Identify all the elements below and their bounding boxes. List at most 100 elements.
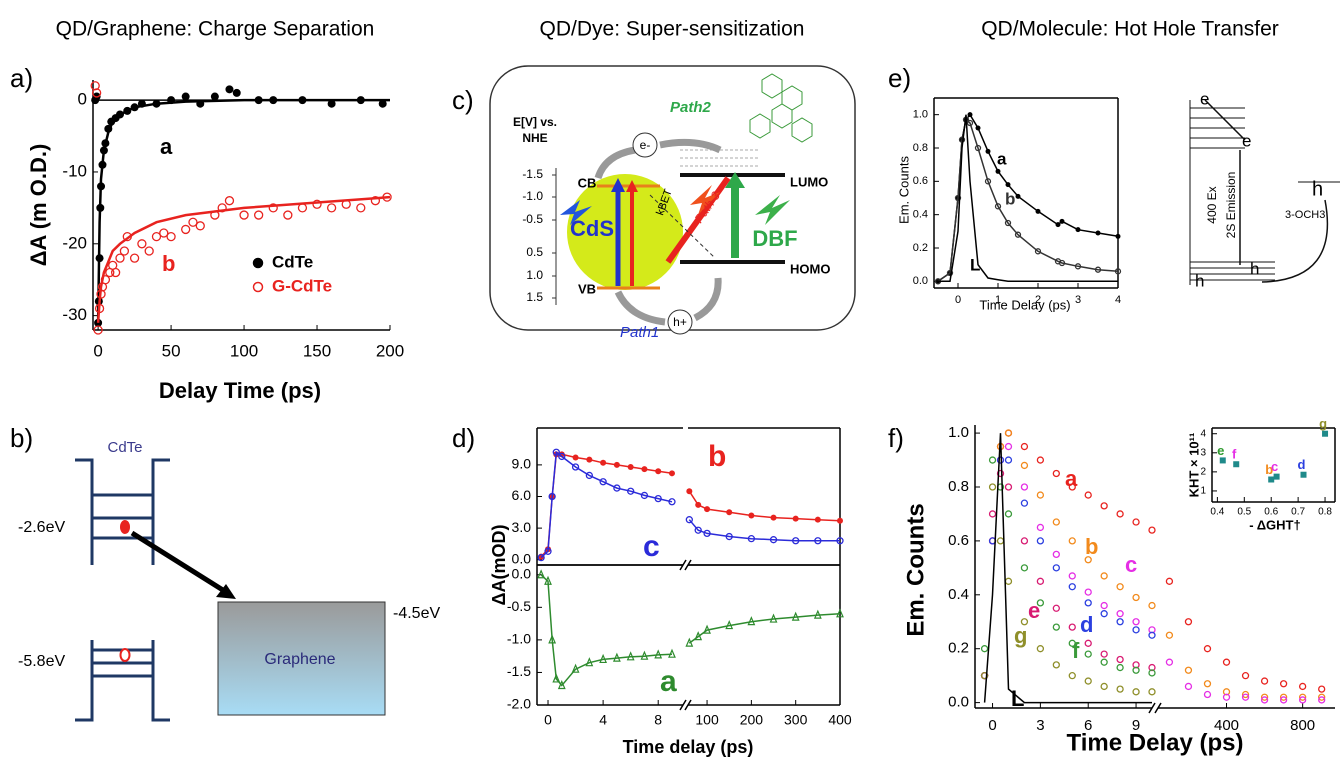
- point: [1059, 218, 1065, 224]
- point: [1052, 661, 1060, 669]
- point: [1148, 688, 1156, 696]
- point: [552, 448, 560, 456]
- point: [1116, 663, 1124, 672]
- path-label: Path1: [620, 324, 659, 341]
- y-tick-label: 0.0: [512, 550, 532, 566]
- point: [1020, 537, 1029, 545]
- point: [1260, 696, 1269, 704]
- y-tick-label: 0.2: [948, 640, 969, 657]
- series-label: c: [1125, 552, 1137, 577]
- point: [110, 267, 121, 278]
- electron-label: e-: [640, 138, 651, 152]
- point: [668, 498, 676, 506]
- y-tick-label: -20: [62, 233, 87, 252]
- point: [196, 99, 205, 108]
- point: [537, 553, 545, 562]
- path1-arrow: [614, 277, 722, 326]
- point: [181, 224, 191, 235]
- y-tick-label: 1.0: [913, 109, 928, 121]
- point-label: f: [1232, 447, 1237, 462]
- axis-tick: -1.0: [522, 189, 543, 203]
- point: [1116, 583, 1124, 591]
- point: [668, 470, 675, 477]
- y-tick-label: 3: [1200, 447, 1206, 458]
- point: [1020, 461, 1029, 470]
- series-label: b: [1005, 189, 1015, 208]
- point: [1020, 442, 1029, 451]
- series-label: L: [1011, 686, 1024, 711]
- x-tick-label: 0.8: [1318, 507, 1332, 518]
- point: [130, 103, 139, 112]
- y-tick-label: 0.0: [948, 694, 969, 711]
- point: [571, 663, 580, 673]
- point: [769, 536, 778, 544]
- point: [1052, 604, 1060, 612]
- point: [748, 512, 755, 519]
- point: [1203, 680, 1212, 688]
- point: [1095, 230, 1101, 236]
- energy-axis: [552, 168, 557, 305]
- point: [1100, 502, 1108, 510]
- column-title: QD/Molecule: Hot Hole Transfer: [981, 18, 1279, 41]
- point: [1116, 618, 1124, 626]
- x-tick-label: 50: [162, 341, 181, 360]
- point: [626, 651, 635, 661]
- point: [224, 196, 235, 206]
- point: [985, 148, 991, 154]
- point: [1116, 610, 1124, 618]
- point: [1260, 693, 1269, 701]
- point: [694, 526, 702, 534]
- point: [1052, 518, 1060, 526]
- y-tick-label: 0.4: [913, 209, 928, 221]
- point: [1004, 219, 1012, 227]
- point: [1100, 658, 1108, 666]
- energy-label: -4.5eV: [393, 605, 440, 622]
- electron: [632, 132, 658, 158]
- point: [1298, 682, 1307, 691]
- band-label: CB: [578, 175, 597, 190]
- hole-label: h: [1250, 259, 1259, 278]
- point: [585, 471, 593, 480]
- legend-marker: [252, 281, 264, 293]
- point: [548, 634, 557, 644]
- point: [1100, 572, 1108, 580]
- point: [341, 199, 351, 209]
- point: [225, 85, 234, 94]
- point-label: d: [1298, 457, 1306, 472]
- x-tick-label: 8: [654, 712, 662, 728]
- acceptor-label: Graphene: [264, 651, 335, 668]
- x-tick-label: 400: [1214, 717, 1239, 734]
- path3-arrow: [665, 176, 731, 264]
- point: [104, 124, 113, 133]
- x-tick-label: 800: [1290, 717, 1315, 734]
- series-label: g: [1014, 623, 1027, 648]
- point: [1004, 429, 1013, 437]
- point: [599, 478, 607, 486]
- point: [747, 535, 756, 543]
- point: [116, 110, 124, 119]
- point: [239, 210, 249, 220]
- point: [1203, 690, 1212, 699]
- point: [188, 217, 198, 227]
- levels: [1190, 181, 1340, 281]
- point: [1300, 471, 1307, 478]
- point: [1004, 577, 1013, 585]
- series-label: b: [1085, 534, 1098, 559]
- inset-background: [1212, 428, 1335, 502]
- point: [1132, 626, 1140, 634]
- point: [151, 231, 162, 242]
- point: [1052, 564, 1060, 572]
- point: [94, 303, 105, 314]
- point: [552, 673, 561, 683]
- axis-break: [1154, 702, 1162, 714]
- point: [210, 210, 220, 220]
- point: [627, 487, 635, 495]
- dye-label: DBF: [752, 226, 797, 251]
- point: [100, 275, 111, 285]
- x-tick-label: 3: [1036, 717, 1044, 734]
- point: [297, 203, 308, 213]
- point: [1084, 639, 1092, 647]
- point: [1034, 248, 1042, 255]
- point: [988, 483, 997, 491]
